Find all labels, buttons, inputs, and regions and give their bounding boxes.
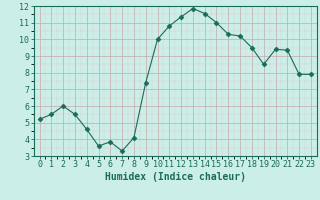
X-axis label: Humidex (Indice chaleur): Humidex (Indice chaleur): [105, 172, 246, 182]
